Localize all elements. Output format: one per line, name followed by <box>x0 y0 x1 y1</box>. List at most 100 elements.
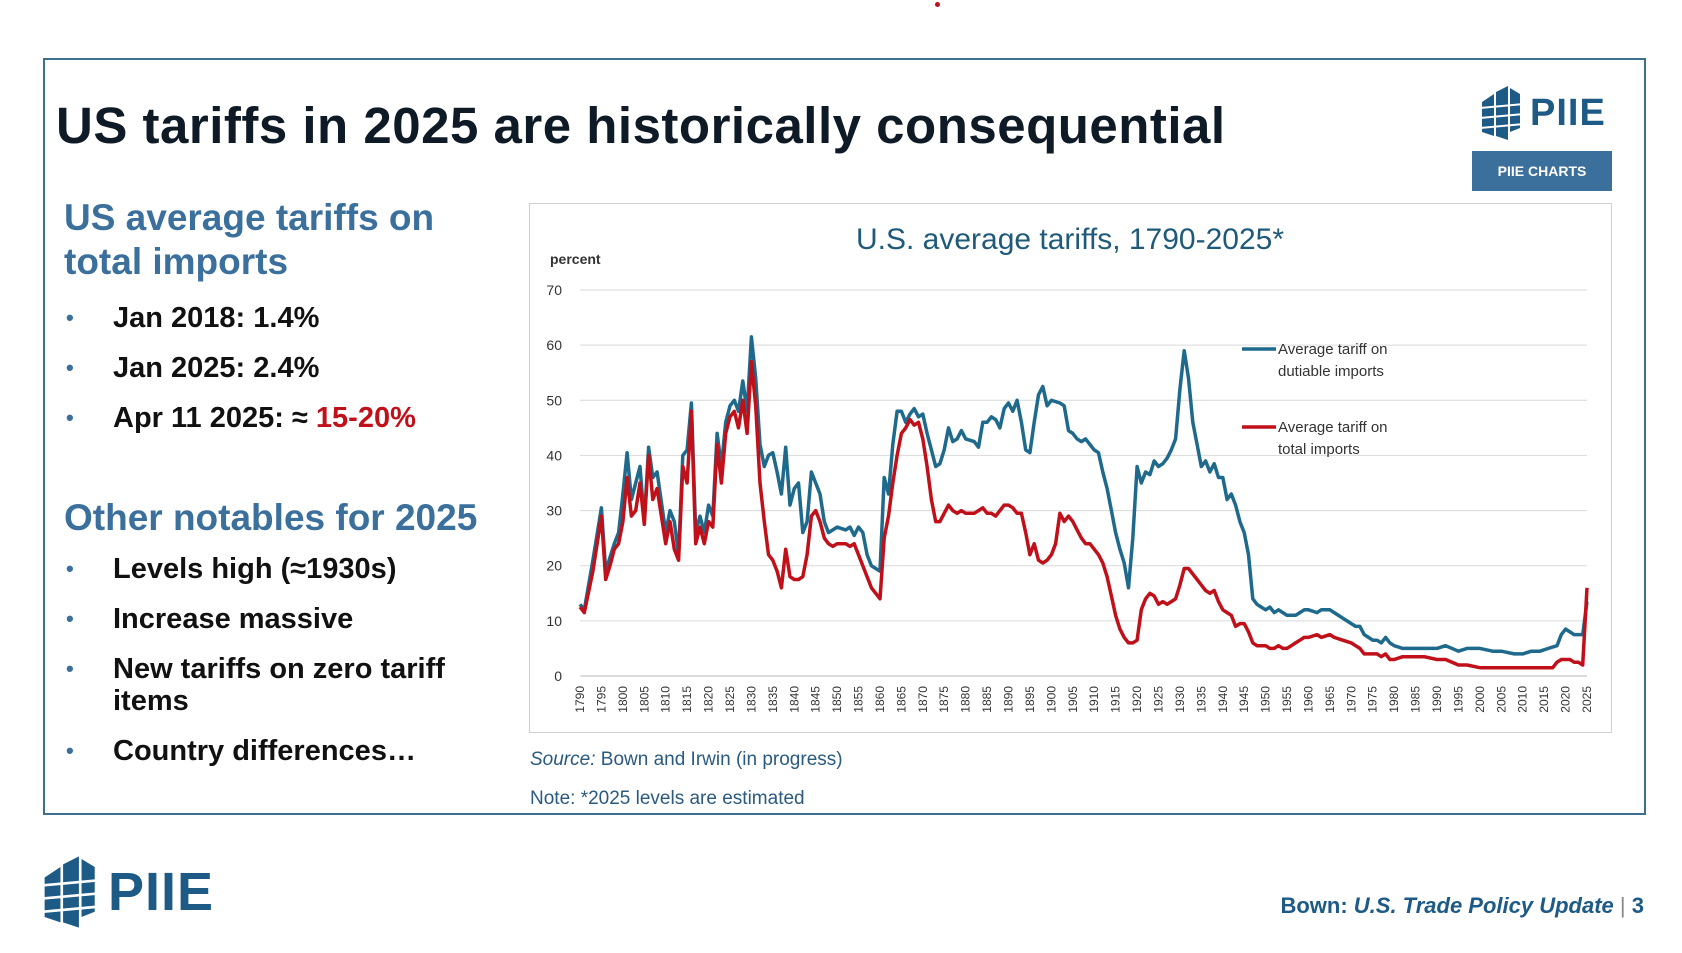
x-tick-label: 1915 <box>1109 686 1123 713</box>
footer-author: Bown: <box>1280 893 1348 918</box>
x-tick-label: 1860 <box>873 686 887 713</box>
bullet-dot: • <box>66 355 74 380</box>
logo-text: PIIE <box>108 862 215 922</box>
y-tick-label: 40 <box>546 447 562 463</box>
x-tick-label: 2010 <box>1516 686 1530 713</box>
x-tick-label: 1885 <box>980 686 994 713</box>
x-tick-label: 2015 <box>1537 686 1551 713</box>
x-tick-label: 1880 <box>959 686 973 713</box>
x-tick-label: 1835 <box>766 686 780 713</box>
bullet-text: Apr 11 2025: ≈ <box>113 402 316 434</box>
y-tick-label: 60 <box>546 337 562 353</box>
x-tick-label: 1830 <box>744 686 758 713</box>
bullet-dot: • <box>66 738 74 763</box>
x-tick-label: 1900 <box>1044 686 1058 713</box>
legend-label: dutiable imports <box>1278 363 1384 380</box>
bullet-dot: • <box>66 405 74 430</box>
series-line-total <box>578 359 1589 670</box>
heading-average-tariffs: US average tariffs on total imports <box>64 197 435 282</box>
x-tick-label: 2000 <box>1473 686 1487 713</box>
footer-separator: | <box>1619 893 1626 918</box>
notable-bullet: • New tariffs on zero tariff items <box>64 653 484 717</box>
x-tick-label: 1825 <box>723 686 737 713</box>
x-tick-label: 1920 <box>1130 686 1144 713</box>
bullet-text: New tariffs on zero tariff items <box>113 653 445 717</box>
y-tick-label: 50 <box>546 392 562 408</box>
chart-source: Source: Bown and Irwin (in progress) <box>530 749 843 771</box>
piie-charts-badge: PIIE CHARTS <box>1472 151 1612 191</box>
x-tick-label: 1895 <box>1023 686 1037 713</box>
x-tick-label: 1875 <box>937 686 951 713</box>
x-tick-label: 2025 <box>1580 686 1594 713</box>
y-tick-label: 20 <box>546 558 562 574</box>
x-tick-label: 1800 <box>616 686 630 713</box>
chart-box: U.S. average tariffs, 1790-2025* percent 0… <box>529 203 1612 733</box>
slide-title: US tariffs in 2025 are historically cons… <box>56 97 1226 154</box>
x-tick-label: 1865 <box>894 686 908 713</box>
x-tick-label: 1905 <box>1066 686 1080 713</box>
bullet-highlight: 15-20% <box>315 402 416 434</box>
x-tick-label: 1995 <box>1451 686 1465 713</box>
slide-frame <box>43 58 1646 815</box>
legend-label: total imports <box>1278 441 1360 458</box>
x-tick-label: 1850 <box>830 686 844 713</box>
legend-label: Average tariff on <box>1278 341 1388 358</box>
x-tick-label: 1990 <box>1430 686 1444 713</box>
bullet-list-tariffs: • Jan 2018: 1.4% • Jan 2025: 2.4% • Apr 11 20… <box>64 302 416 452</box>
x-tick-label: 1795 <box>594 686 608 713</box>
footer: Bown: U.S. Trade Policy Update | 3 <box>1280 893 1644 919</box>
x-tick-label: 1910 <box>1087 686 1101 713</box>
x-tick-label: 1975 <box>1366 686 1380 713</box>
x-tick-label: 1930 <box>1173 686 1187 713</box>
piie-logo-top: PIIE <box>1480 86 1606 140</box>
source-text: Bown and Irwin (in progress) <box>600 749 843 770</box>
x-tick-label: 1815 <box>680 686 694 713</box>
bullet-dot: • <box>66 606 74 631</box>
bullet-text: Levels high (≈1930s) <box>113 553 397 585</box>
y-axis-label: percent <box>550 251 601 267</box>
x-tick-label: 1965 <box>1323 686 1337 713</box>
x-tick-label: 2005 <box>1494 686 1508 713</box>
x-tick-label: 1855 <box>852 686 866 713</box>
x-tick-label: 1805 <box>637 686 651 713</box>
notable-bullet: • Levels high (≈1930s) <box>64 553 484 585</box>
x-tick-label: 1955 <box>1280 686 1294 713</box>
bullet-text: Increase massive <box>113 603 354 635</box>
y-tick-label: 30 <box>546 503 562 519</box>
x-tick-label: 1935 <box>1194 686 1208 713</box>
y-tick-label: 10 <box>546 613 562 629</box>
x-tick-label: 1925 <box>1151 686 1165 713</box>
tariff-bullet: • Apr 11 2025: ≈ 15-20% <box>64 402 416 434</box>
x-tick-label: 1980 <box>1387 686 1401 713</box>
bullet-dot: • <box>66 305 74 330</box>
chart-note: Note: *2025 levels are estimated <box>530 788 805 809</box>
notable-bullet: • Country differences… <box>64 735 484 767</box>
y-tick-label: 70 <box>546 282 562 298</box>
logo-text: PIIE <box>1530 91 1606 134</box>
x-tick-label: 1960 <box>1301 686 1315 713</box>
x-tick-label: 1870 <box>916 686 930 713</box>
footer-title: U.S. Trade Policy Update <box>1353 893 1614 918</box>
x-tick-label: 1820 <box>702 686 716 713</box>
x-tick-label: 1810 <box>659 686 673 713</box>
bullet-text: Jan 2018: 1.4% <box>113 302 320 334</box>
red-dot <box>935 2 940 7</box>
x-tick-label: 1840 <box>787 686 801 713</box>
bullet-list-notables: • Levels high (≈1930s) • Increase massive • N… <box>64 553 484 785</box>
x-tick-label: 1970 <box>1344 686 1358 713</box>
piie-building-icon <box>42 856 100 928</box>
piie-logo-bottom: PIIE <box>42 854 214 930</box>
bullet-text: Country differences… <box>113 735 416 767</box>
y-tick-label: 0 <box>554 668 562 684</box>
footer-page-number: 3 <box>1631 893 1644 918</box>
bullet-text: Jan 2025: 2.4% <box>113 352 320 384</box>
x-tick-label: 1950 <box>1259 686 1273 713</box>
notable-bullet: • Increase massive <box>64 603 484 635</box>
legend-label: Average tariff on <box>1278 419 1388 436</box>
piie-building-icon <box>1480 86 1524 140</box>
heading-other-notables: Other notables for 2025 <box>64 497 478 538</box>
x-tick-label: 1790 <box>573 686 587 713</box>
x-tick-label: 1940 <box>1216 686 1230 713</box>
source-label: Source: <box>530 749 596 770</box>
tariff-chart: U.S. average tariffs, 1790-2025* percent 0… <box>546 223 1594 713</box>
